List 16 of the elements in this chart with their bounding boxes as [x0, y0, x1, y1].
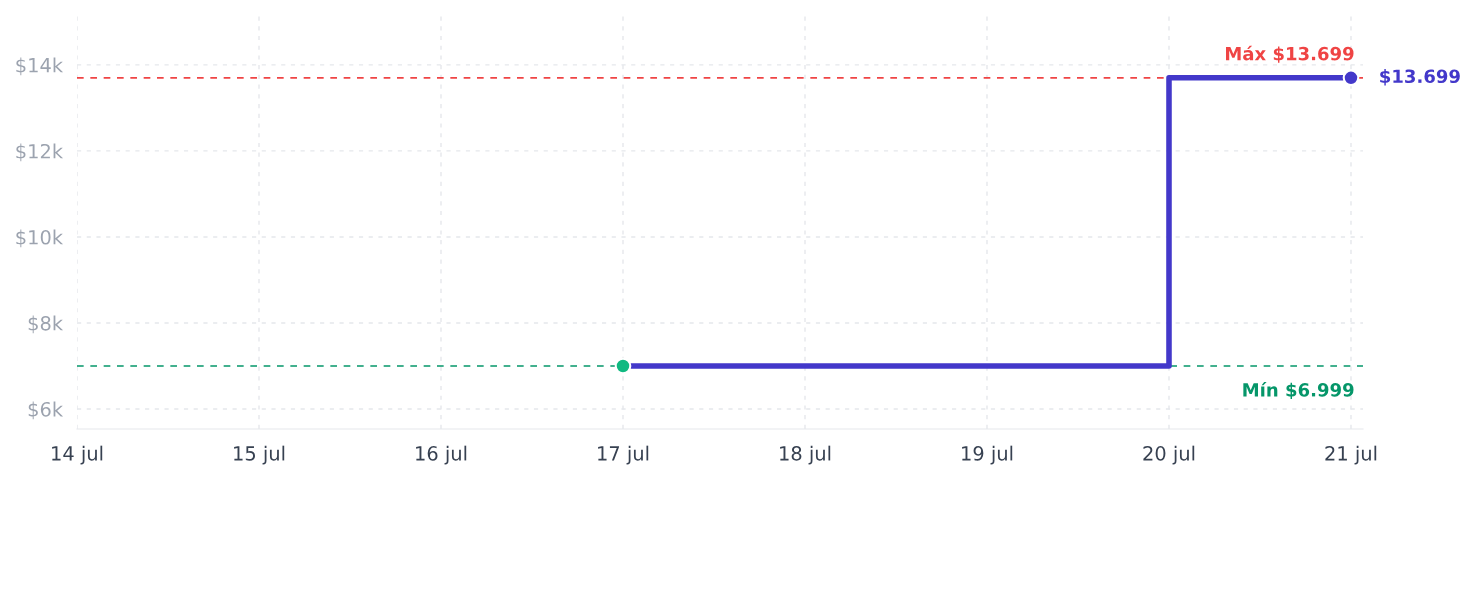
x-tick-label: 21 jul [1325, 445, 1377, 465]
ref-line-label: Máx $13.699 [1226, 45, 1354, 63]
x-tick-label: 18 jul [780, 445, 831, 465]
y-tick-label: $8k [28, 315, 64, 334]
x-tick-label: 17 jul [598, 445, 649, 465]
x-tick-label: 19 jul [962, 445, 1013, 465]
y-tick-label: $12k [16, 143, 64, 162]
x-tick-label: 20 jul [1143, 445, 1195, 465]
x-tick-label: 16 jul [416, 445, 467, 465]
x-tick-label: 14 jul [52, 445, 103, 465]
x-tick-label: 15 jul [234, 445, 285, 465]
ref-line-label: Mín $6.999 [1243, 381, 1354, 400]
annotation: $13.699 [1380, 69, 1460, 86]
y-tick-label: $10k [16, 229, 64, 248]
y-tick-label: $14k [16, 57, 64, 76]
y-tick-label: $6k [28, 401, 64, 420]
